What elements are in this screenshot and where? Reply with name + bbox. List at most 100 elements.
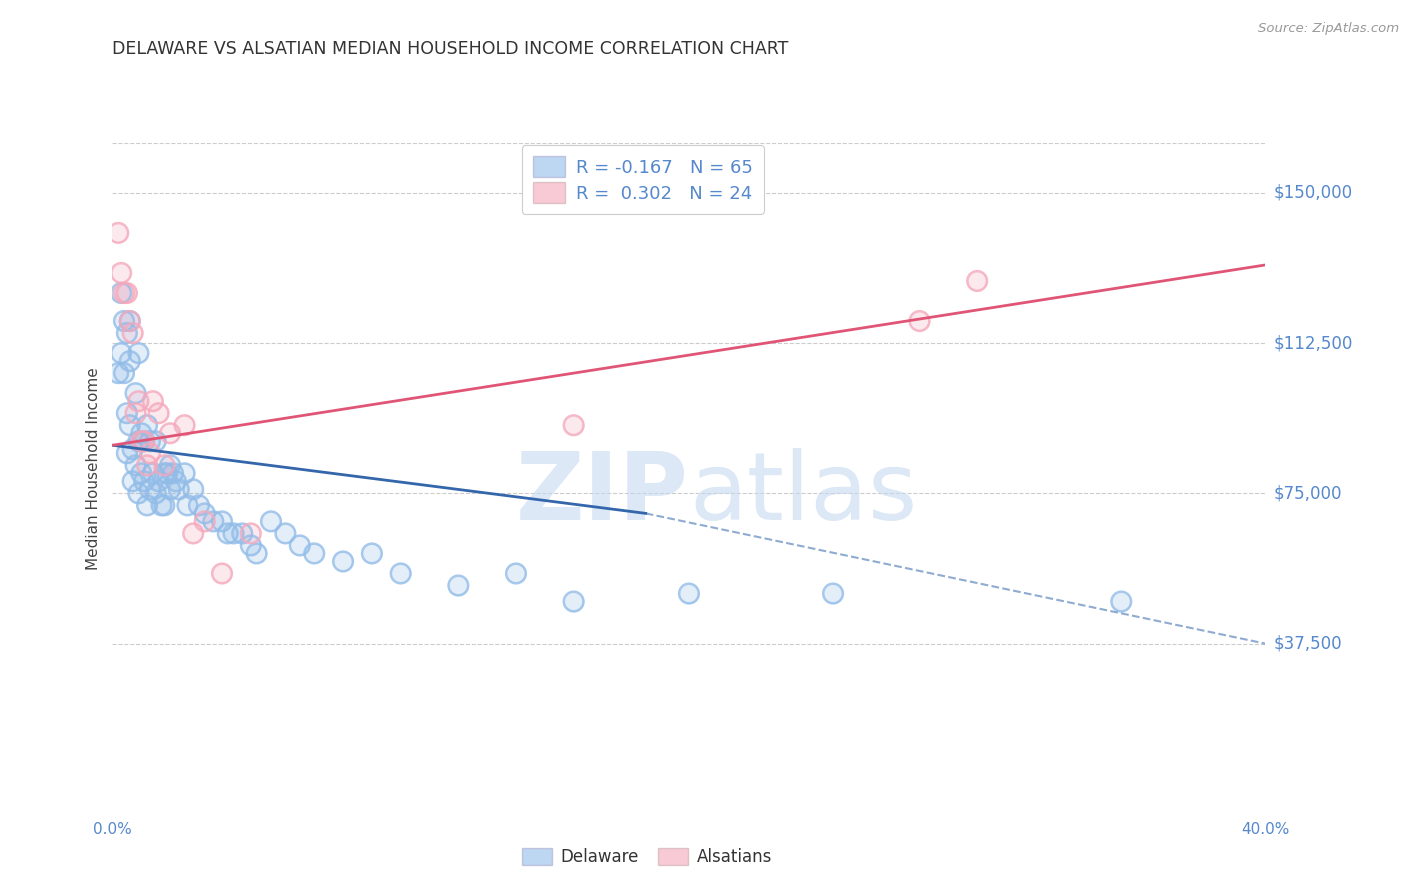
- Point: [194, 507, 217, 521]
- Legend: Delaware, Alsatians: Delaware, Alsatians: [513, 840, 780, 875]
- Point: [134, 434, 156, 449]
- Point: [202, 515, 225, 529]
- Point: [165, 475, 187, 489]
- Point: [124, 458, 146, 473]
- Point: [260, 515, 283, 529]
- Point: [562, 418, 585, 433]
- Point: [118, 354, 141, 368]
- Point: [127, 346, 149, 360]
- Point: [112, 366, 135, 380]
- Point: [159, 458, 181, 473]
- Point: [211, 515, 233, 529]
- Point: [173, 467, 195, 481]
- Point: [139, 446, 162, 460]
- Point: [107, 226, 129, 240]
- Point: [139, 483, 162, 497]
- Point: [139, 446, 162, 460]
- Point: [159, 458, 181, 473]
- Point: [129, 467, 153, 481]
- Point: [239, 526, 262, 541]
- Point: [121, 326, 143, 340]
- Point: [389, 566, 412, 581]
- Point: [127, 434, 149, 449]
- Point: [150, 499, 173, 513]
- Text: $150,000: $150,000: [1274, 184, 1353, 202]
- Point: [129, 434, 153, 449]
- Point: [112, 285, 135, 300]
- Point: [156, 467, 179, 481]
- Text: $112,500: $112,500: [1274, 334, 1353, 352]
- Point: [142, 394, 165, 409]
- Point: [173, 467, 195, 481]
- Point: [239, 538, 262, 552]
- Point: [118, 314, 141, 328]
- Point: [231, 526, 253, 541]
- Point: [288, 538, 311, 552]
- Point: [127, 486, 149, 500]
- Point: [142, 394, 165, 409]
- Point: [217, 526, 239, 541]
- Point: [194, 515, 217, 529]
- Point: [332, 554, 354, 568]
- Point: [112, 314, 135, 328]
- Point: [134, 434, 156, 449]
- Point: [167, 483, 190, 497]
- Point: [136, 418, 159, 433]
- Point: [173, 418, 195, 433]
- Point: [150, 499, 173, 513]
- Point: [145, 486, 167, 500]
- Point: [360, 546, 382, 560]
- Point: [239, 538, 262, 552]
- Point: [148, 406, 170, 420]
- Point: [217, 526, 239, 541]
- Point: [176, 499, 198, 513]
- Point: [115, 406, 138, 420]
- Point: [134, 475, 156, 489]
- Point: [1111, 594, 1133, 608]
- Point: [159, 426, 181, 441]
- Point: [188, 499, 211, 513]
- Text: $75,000: $75,000: [1274, 484, 1343, 502]
- Point: [153, 467, 176, 481]
- Point: [129, 467, 153, 481]
- Text: 40.0%: 40.0%: [1241, 822, 1289, 837]
- Point: [202, 515, 225, 529]
- Point: [562, 594, 585, 608]
- Point: [121, 475, 143, 489]
- Point: [447, 578, 470, 592]
- Point: [148, 475, 170, 489]
- Point: [110, 266, 132, 280]
- Point: [110, 285, 132, 300]
- Text: 0.0%: 0.0%: [93, 822, 132, 837]
- Point: [505, 566, 527, 581]
- Point: [145, 486, 167, 500]
- Point: [121, 326, 143, 340]
- Point: [153, 467, 176, 481]
- Point: [181, 483, 204, 497]
- Point: [139, 434, 162, 449]
- Point: [145, 434, 167, 449]
- Point: [562, 594, 585, 608]
- Point: [148, 406, 170, 420]
- Point: [124, 458, 146, 473]
- Point: [389, 566, 412, 581]
- Point: [181, 526, 204, 541]
- Point: [129, 426, 153, 441]
- Point: [121, 442, 143, 457]
- Point: [153, 458, 176, 473]
- Point: [110, 266, 132, 280]
- Point: [136, 458, 159, 473]
- Point: [162, 467, 184, 481]
- Point: [167, 483, 190, 497]
- Point: [127, 394, 149, 409]
- Point: [107, 226, 129, 240]
- Point: [181, 526, 204, 541]
- Point: [118, 354, 141, 368]
- Point: [153, 458, 176, 473]
- Point: [332, 554, 354, 568]
- Point: [107, 366, 129, 380]
- Point: [821, 586, 844, 600]
- Point: [124, 406, 146, 420]
- Point: [110, 285, 132, 300]
- Point: [222, 526, 245, 541]
